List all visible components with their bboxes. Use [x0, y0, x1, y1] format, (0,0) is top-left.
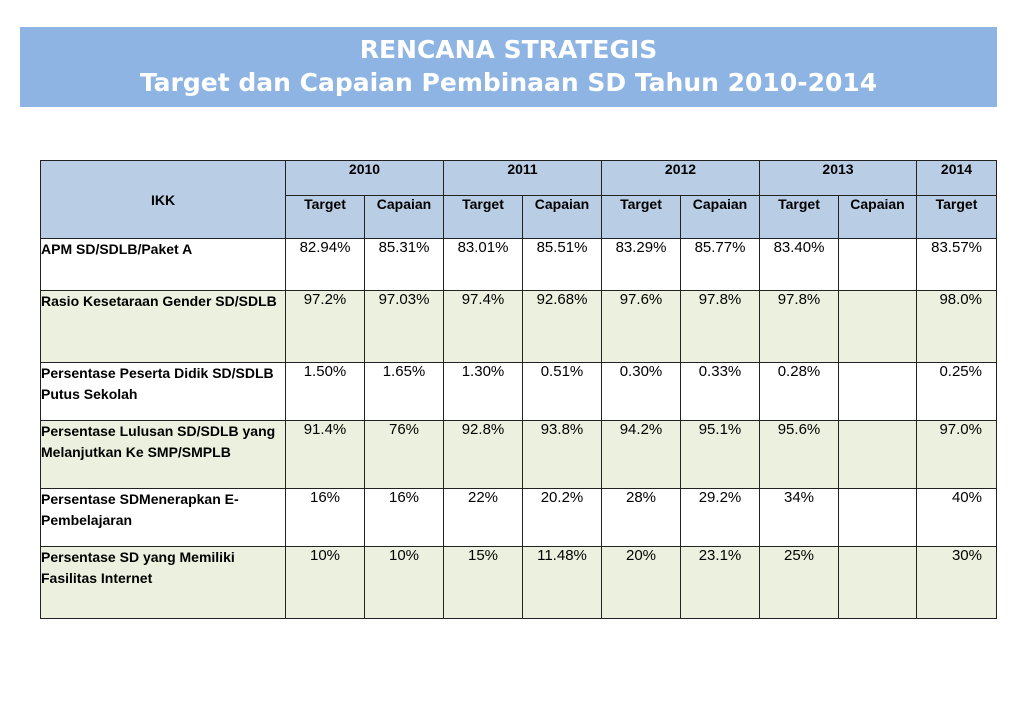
table-cell: 98.0%: [916, 290, 997, 363]
table-cell: 94.2%: [601, 420, 681, 489]
table-cell: 20%: [601, 546, 681, 619]
table-cell: [838, 238, 917, 291]
table-cell: 16%: [285, 488, 365, 547]
table-cell: 92.8%: [443, 420, 523, 489]
table-row: Persentase SD yang Memiliki Fasilitas In…: [40, 546, 997, 619]
table-cell: 0.30%: [601, 362, 681, 421]
table-cell: [838, 362, 917, 421]
table-cell: 1.30%: [443, 362, 523, 421]
sub-header-target: Target: [285, 195, 365, 239]
table-cell: 0.51%: [522, 362, 602, 421]
table-cell: 83.40%: [759, 238, 839, 291]
table-cell: [838, 488, 917, 547]
table-cell: 16%: [364, 488, 444, 547]
ikk-table: IKK 2010 2011 2012 2013 2014 Target Capa…: [40, 160, 997, 619]
table-cell: 25%: [759, 546, 839, 619]
sub-header-target: Target: [601, 195, 681, 239]
table-cell: 83.29%: [601, 238, 681, 291]
table-cell: 83.01%: [443, 238, 523, 291]
table-cell: 85.31%: [364, 238, 444, 291]
table-cell: 0.28%: [759, 362, 839, 421]
sub-header-target: Target: [443, 195, 523, 239]
sub-header-capaian: Capaian: [364, 195, 444, 239]
title-banner: RENCANA STRATEGIS Target dan Capaian Pem…: [20, 27, 997, 107]
ikk-label: Persentase SDMenerapkan E-Pembelajaran: [40, 488, 286, 547]
table-row: Persentase Lulusan SD/SDLB yang Melanjut…: [40, 420, 997, 489]
table-cell: [838, 420, 917, 489]
table-cell: 1.65%: [364, 362, 444, 421]
table-cell: 11.48%: [522, 546, 602, 619]
table-cell: 91.4%: [285, 420, 365, 489]
table-row: Rasio Kesetaraan Gender SD/SDLB 97.2% 97.0…: [40, 290, 997, 363]
table-cell: 30%: [916, 546, 997, 619]
year-header-2013: 2013: [759, 160, 917, 196]
table-cell: 34%: [759, 488, 839, 547]
table-cell: 40%: [916, 488, 997, 547]
table-cell: 28%: [601, 488, 681, 547]
table-cell: 76%: [364, 420, 444, 489]
table-cell: 95.1%: [680, 420, 760, 489]
year-header-2010: 2010: [285, 160, 444, 196]
table-cell: 23.1%: [680, 546, 760, 619]
sub-header-target: Target: [916, 195, 997, 239]
table-cell: 97.8%: [680, 290, 760, 363]
table-cell: 1.50%: [285, 362, 365, 421]
sub-header-capaian: Capaian: [680, 195, 760, 239]
table-cell: 82.94%: [285, 238, 365, 291]
page-title: RENCANA STRATEGIS: [359, 35, 658, 64]
year-header-2011: 2011: [443, 160, 602, 196]
table-cell: 0.33%: [680, 362, 760, 421]
table-row: Persentase SDMenerapkan E-Pembelajaran 16…: [40, 488, 997, 547]
sub-header-capaian: Capaian: [838, 195, 917, 239]
ikk-label: Persentase Lulusan SD/SDLB yang Melanjut…: [40, 420, 286, 489]
year-header-2012: 2012: [601, 160, 760, 196]
year-header-2014: 2014: [916, 160, 997, 196]
table-cell: [838, 546, 917, 619]
table-cell: 15%: [443, 546, 523, 619]
sub-header-target: Target: [759, 195, 839, 239]
table-cell: 97.03%: [364, 290, 444, 363]
table-cell: 10%: [285, 546, 365, 619]
table-cell: 85.51%: [522, 238, 602, 291]
ikk-label: APM SD/SDLB/Paket A: [40, 238, 286, 291]
ikk-header: IKK: [40, 160, 286, 239]
table-cell: [838, 290, 917, 363]
table-row: Persentase Peserta Didik SD/SDLB Putus S…: [40, 362, 997, 421]
ikk-label: Persentase Peserta Didik SD/SDLB Putus S…: [40, 362, 286, 421]
table-cell: 83.57%: [916, 238, 997, 291]
table-cell: 20.2%: [522, 488, 602, 547]
table-cell: 97.2%: [285, 290, 365, 363]
table-cell: 22%: [443, 488, 523, 547]
sub-header-capaian: Capaian: [522, 195, 602, 239]
table-cell: 93.8%: [522, 420, 602, 489]
table-cell: 97.8%: [759, 290, 839, 363]
table-cell: 10%: [364, 546, 444, 619]
ikk-label: Rasio Kesetaraan Gender SD/SDLB: [40, 290, 286, 363]
table-cell: 97.6%: [601, 290, 681, 363]
table-cell: 97.0%: [916, 420, 997, 489]
table-cell: 0.25%: [916, 362, 997, 421]
table-cell: 95.6%: [759, 420, 839, 489]
table-cell: 85.77%: [680, 238, 760, 291]
table-cell: 92.68%: [522, 290, 602, 363]
table-row: APM SD/SDLB/Paket A 82.94% 85.31% 83.01% 85.…: [40, 238, 997, 291]
page-subtitle: Target dan Capaian Pembinaan SD Tahun 20…: [139, 68, 878, 97]
table-cell: 97.4%: [443, 290, 523, 363]
ikk-label: Persentase SD yang Memiliki Fasilitas In…: [40, 546, 286, 619]
table-cell: 29.2%: [680, 488, 760, 547]
